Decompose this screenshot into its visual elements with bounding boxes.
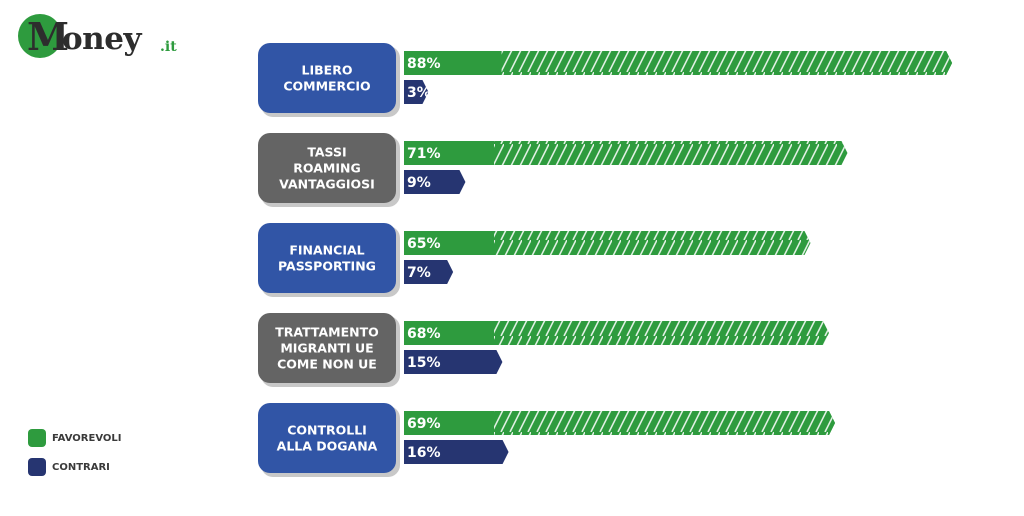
value-label-contrari: 16% — [407, 445, 441, 461]
value-label-contrari: 9% — [407, 175, 431, 191]
logo-green-circle — [18, 14, 62, 58]
category-box — [258, 133, 396, 203]
bar-contrari — [404, 170, 466, 194]
category-box — [258, 43, 396, 113]
category-label: COMMERCIO — [283, 79, 370, 94]
bar-favorevoli-stripes — [494, 141, 848, 165]
bar-contrari — [404, 260, 454, 284]
category-label: PASSPORTING — [278, 259, 376, 274]
money-it-logo: M oney .it — [18, 12, 178, 62]
category-label: ROAMING — [293, 161, 360, 176]
category-box — [258, 313, 396, 383]
category-label: MIGRANTI UE — [280, 341, 373, 356]
category-box — [258, 223, 396, 293]
bar-favorevoli-stripes — [494, 411, 836, 435]
legend-item-favorevoli: FAVOREVOLI — [28, 428, 148, 448]
value-label-favorevoli: 68% — [407, 326, 441, 342]
bar-contrari — [404, 350, 503, 374]
chart-legend: FAVOREVOLI CONTRARI — [28, 428, 148, 486]
category-box — [258, 403, 396, 473]
value-label-favorevoli: 69% — [407, 416, 441, 432]
category-label: LIBERO — [302, 63, 353, 78]
logo-initial: M — [27, 14, 70, 59]
value-label-contrari: 7% — [407, 265, 431, 281]
bar-contrari — [404, 80, 429, 104]
category-label: TRATTAMENTO — [275, 325, 379, 340]
bar-favorevoli-stripes — [494, 231, 811, 255]
category-label: CONTROLLI — [287, 423, 367, 438]
legend-item-contrari: CONTRARI — [28, 457, 148, 477]
category-label: ALLA DOGANA — [277, 439, 378, 454]
category-label: VANTAGGIOSI — [279, 177, 375, 192]
value-label-contrari: 3% — [407, 85, 431, 101]
legend-swatch-favorevoli — [28, 429, 46, 447]
category-label: COME NON UE — [277, 357, 377, 372]
value-label-contrari: 15% — [407, 355, 441, 371]
bar-favorevoli-stripes — [494, 321, 829, 345]
category-label: TASSI — [307, 145, 346, 160]
value-label-favorevoli: 71% — [407, 146, 441, 162]
value-label-favorevoli: 65% — [407, 236, 441, 252]
bar-favorevoli-stripes — [501, 51, 953, 75]
category-label: FINANCIAL — [289, 243, 364, 258]
logo-wordmark: oney — [62, 21, 141, 57]
value-label-favorevoli: 88% — [407, 56, 441, 72]
legend-label-contrari: CONTRARI — [52, 461, 110, 473]
bar-contrari — [404, 440, 509, 464]
legend-label-favorevoli: FAVOREVOLI — [52, 432, 122, 444]
legend-swatch-contrari — [28, 458, 46, 476]
logo-suffix: .it — [160, 39, 177, 55]
